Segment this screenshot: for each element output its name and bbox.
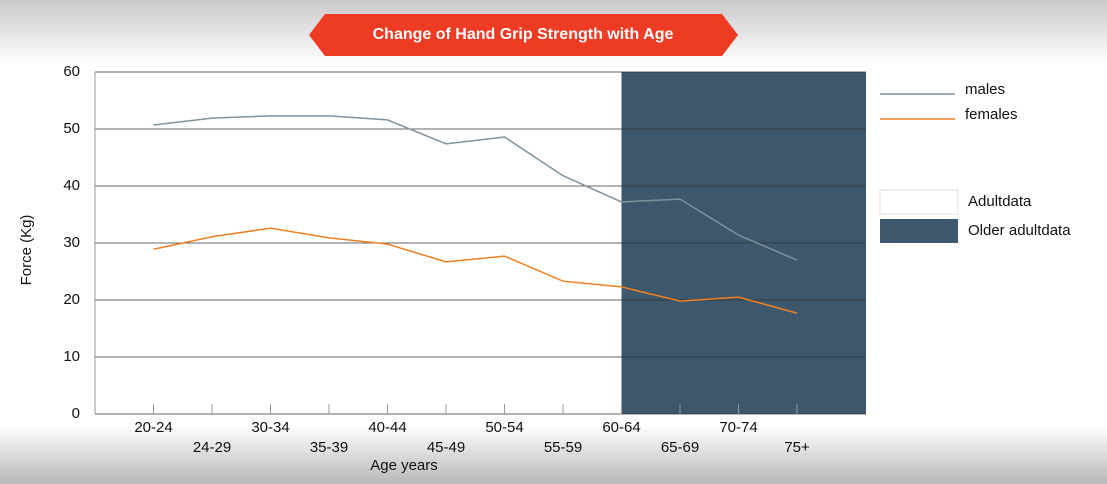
line-series (153, 227, 798, 314)
y-tick-label: 60 (63, 63, 80, 80)
y-axis-label: Force (Kg) (18, 215, 35, 286)
legend-label: males (965, 81, 1005, 98)
legend-swatch (879, 189, 959, 215)
y-tick-label: 20 (63, 291, 80, 308)
y-tick-label: 40 (63, 177, 80, 194)
y-tick-label: 10 (63, 348, 80, 365)
title-banner (309, 14, 738, 56)
x-axis-label: Age years (370, 457, 438, 474)
x-tick-label: 40-44 (368, 419, 406, 436)
x-tick-label: 20-24 (134, 419, 172, 436)
legend-label: Older adultdata (968, 222, 1071, 239)
y-tick-label: 30 (63, 234, 80, 251)
x-tick-label: 60-64 (602, 419, 640, 436)
footer-band (0, 425, 1107, 484)
legend-label: females (965, 106, 1018, 123)
x-tick-label: 24-29 (193, 439, 231, 456)
y-tick-label: 0 (72, 405, 80, 422)
x-tick-label: 50-54 (485, 419, 523, 436)
legend-swatch (880, 219, 958, 243)
x-tick-label: 55-59 (544, 439, 582, 456)
x-tick-label: 75+ (784, 439, 810, 456)
legend-label: Adultdata (968, 193, 1032, 210)
x-tick-label: 35-39 (310, 439, 348, 456)
line-series (153, 115, 798, 261)
y-tick-label: 50 (63, 120, 80, 137)
x-tick-label: 45-49 (427, 439, 465, 456)
chart-title: Change of Hand Grip Strength with Age (373, 26, 674, 43)
x-tick-label: 70-74 (719, 419, 757, 436)
x-tick-label: 30-34 (251, 419, 289, 436)
x-tick-label: 65-69 (661, 439, 699, 456)
